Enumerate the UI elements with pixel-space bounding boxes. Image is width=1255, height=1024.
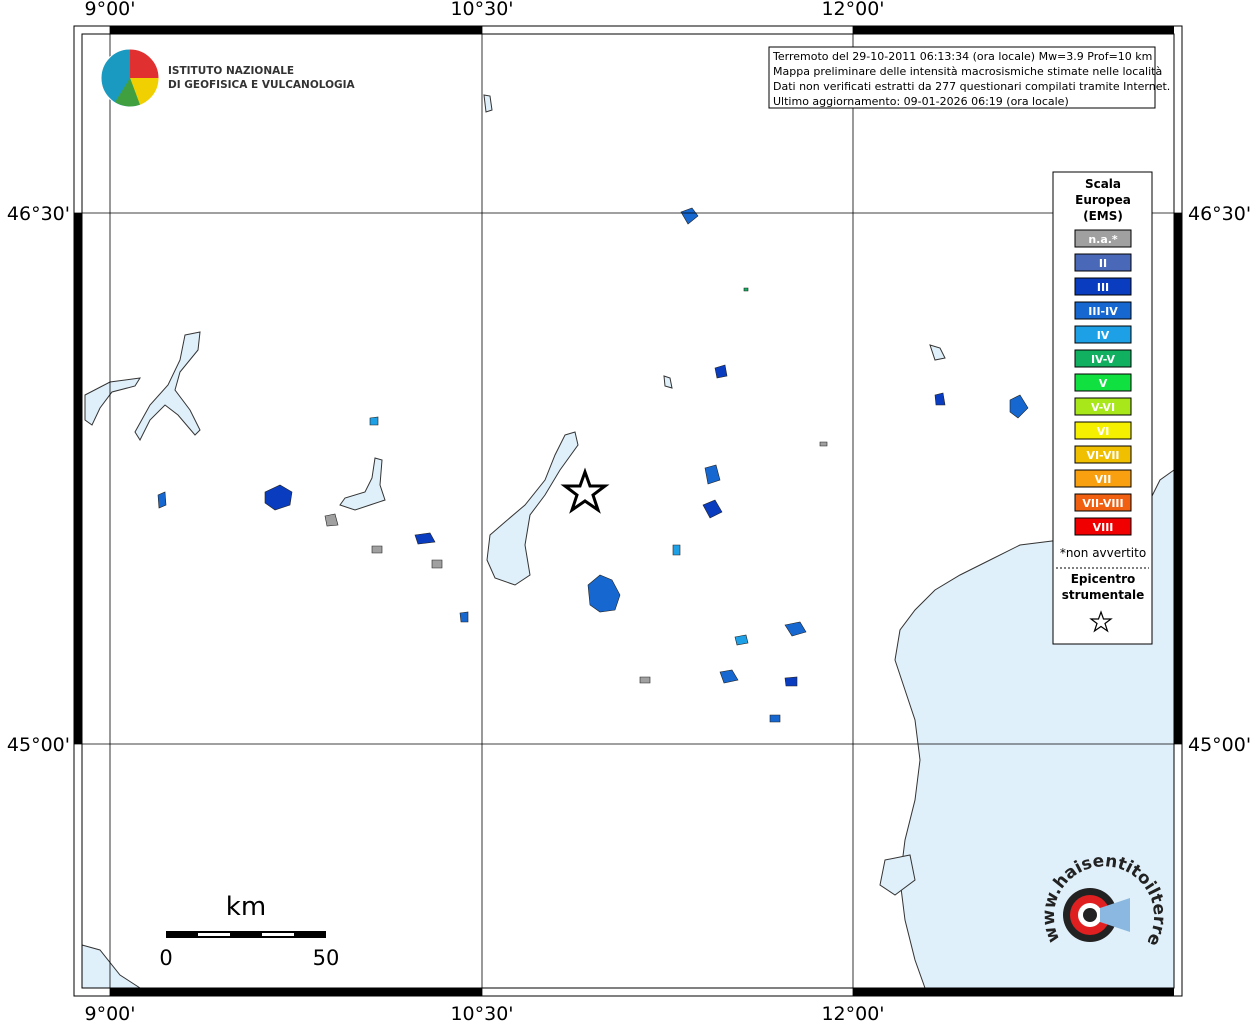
lon-label: 10°30' [450,1003,513,1024]
lake-maggiore [84,377,141,426]
locality [680,207,699,225]
lake [663,375,673,389]
lake-garda [486,431,579,586]
lon-label: 9°00' [85,0,136,20]
info-line: Terremoto del 29-10-2011 06:13:34 (ora l… [772,50,1152,63]
legend-note: *non avvertito [1060,546,1146,560]
lat-label: 45°00' [7,734,70,756]
legend-swatch [1074,517,1132,536]
lon-label: 10°30' [450,0,513,20]
legend-label: IV-V [1091,353,1116,366]
legend-label: VII-VIII [1082,497,1123,510]
locality [459,611,469,623]
ingv-logo: ISTITUTO NAZIONALE DI GEOFISICA E VULCAN… [100,48,356,108]
legend-star [1089,610,1113,633]
legend-label: IV [1097,329,1110,342]
scale-unit: km [226,892,266,922]
legend-swatch [1074,421,1132,440]
locality [769,714,781,723]
lat-label: 46°30' [1188,203,1251,225]
locality [672,544,681,556]
locality [157,491,167,509]
locality [714,364,728,379]
locality [702,499,723,519]
legend-label: VII [1095,473,1112,486]
legend-label: II [1099,257,1107,270]
epicenter [560,467,610,514]
legend-label: III [1097,281,1109,294]
legend-swatch [1074,445,1132,464]
legend-swatch [1074,493,1132,512]
lake [929,344,946,361]
legend-title: Europea [1075,193,1131,207]
info-line: Mappa preliminare delle intensità macros… [773,65,1162,78]
locality [934,392,946,406]
locality [639,676,651,684]
locality [1009,394,1029,419]
info-line: Dati non verificati estratti da 277 ques… [773,80,1170,93]
locality [719,669,739,684]
locality [784,621,807,637]
legend-title: (EMS) [1083,209,1123,223]
legend-label: V [1099,377,1108,390]
scale-bar: km 0 50 [159,892,339,970]
locality [324,513,339,527]
legend-swatch [1074,253,1132,272]
legend-swatch [1074,373,1132,392]
locality [743,287,749,292]
legend-swatch [1074,397,1132,416]
locality [369,416,379,426]
locality [371,545,383,554]
scale-label: 50 [313,946,340,970]
legend-epicenter: strumentale [1062,588,1145,602]
info-box [768,46,1156,109]
info-text: Terremoto del 29-10-2011 06:13:34 (ora l… [772,50,1170,108]
locality [734,634,749,646]
legend-swatch [1074,301,1132,320]
legend-swatch [1074,229,1132,248]
lat-label: 46°30' [7,203,70,225]
lagoon [879,854,916,896]
locality [414,532,436,545]
legend-box [1052,171,1153,645]
legend-title: Scala [1085,177,1121,191]
scale-label: 0 [159,946,172,970]
lake-como [134,331,201,442]
legend-label: VIII [1093,521,1114,534]
lon-label: 12°00' [821,1003,884,1024]
info-line: Ultimo aggiornamento: 09-01-2026 06:19 (… [773,95,1069,108]
lat-label: 45°00' [1188,734,1251,756]
locality [784,676,798,687]
lake [483,94,493,113]
locality [264,484,293,511]
legend-swatch [1074,277,1132,296]
legend-label: VI-VII [1086,449,1119,462]
legend-label: n.a.* [1088,233,1118,246]
localities [157,207,1029,723]
lon-label: 12°00' [821,0,884,20]
locality [704,464,721,485]
locality [819,441,828,447]
locality [587,574,621,613]
frame [73,25,1183,997]
legend-label: VI [1097,425,1110,438]
logo-text: ISTITUTO NAZIONALE [168,65,294,77]
locality [431,559,443,569]
logo-text: DI GEOFISICA E VULCANOLOGIA [168,79,356,91]
legend-swatch [1074,349,1132,368]
legend: ScalaEuropea(EMS)n.a.*IIIIIIII-IVIVIV-VV… [1056,177,1149,633]
legend-swatch [1074,325,1132,344]
legend-epicenter: Epicentro [1071,572,1136,586]
legend-label: V-VI [1091,401,1115,414]
legend-swatch [1074,469,1132,488]
graticule [74,26,1182,996]
legend-label: III-IV [1088,305,1118,318]
lake-iseo [339,457,386,511]
lon-label: 9°00' [85,1003,136,1024]
